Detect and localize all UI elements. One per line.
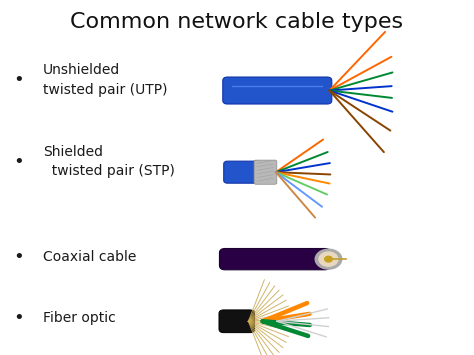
FancyBboxPatch shape — [224, 161, 262, 183]
FancyBboxPatch shape — [219, 248, 330, 270]
Text: Common network cable types: Common network cable types — [71, 12, 403, 32]
Circle shape — [325, 256, 332, 262]
Text: Coaxial cable: Coaxial cable — [43, 250, 136, 264]
FancyBboxPatch shape — [223, 77, 332, 104]
Text: Unshielded
twisted pair (UTP): Unshielded twisted pair (UTP) — [43, 63, 167, 97]
Text: •: • — [14, 153, 24, 170]
Circle shape — [315, 249, 342, 269]
Text: •: • — [14, 309, 24, 327]
Text: Fiber optic: Fiber optic — [43, 311, 115, 325]
Text: Shielded
  twisted pair (STP): Shielded twisted pair (STP) — [43, 145, 174, 178]
Text: •: • — [14, 248, 24, 266]
FancyBboxPatch shape — [219, 310, 255, 333]
Circle shape — [319, 252, 338, 266]
FancyBboxPatch shape — [254, 160, 277, 184]
Text: •: • — [14, 71, 24, 89]
